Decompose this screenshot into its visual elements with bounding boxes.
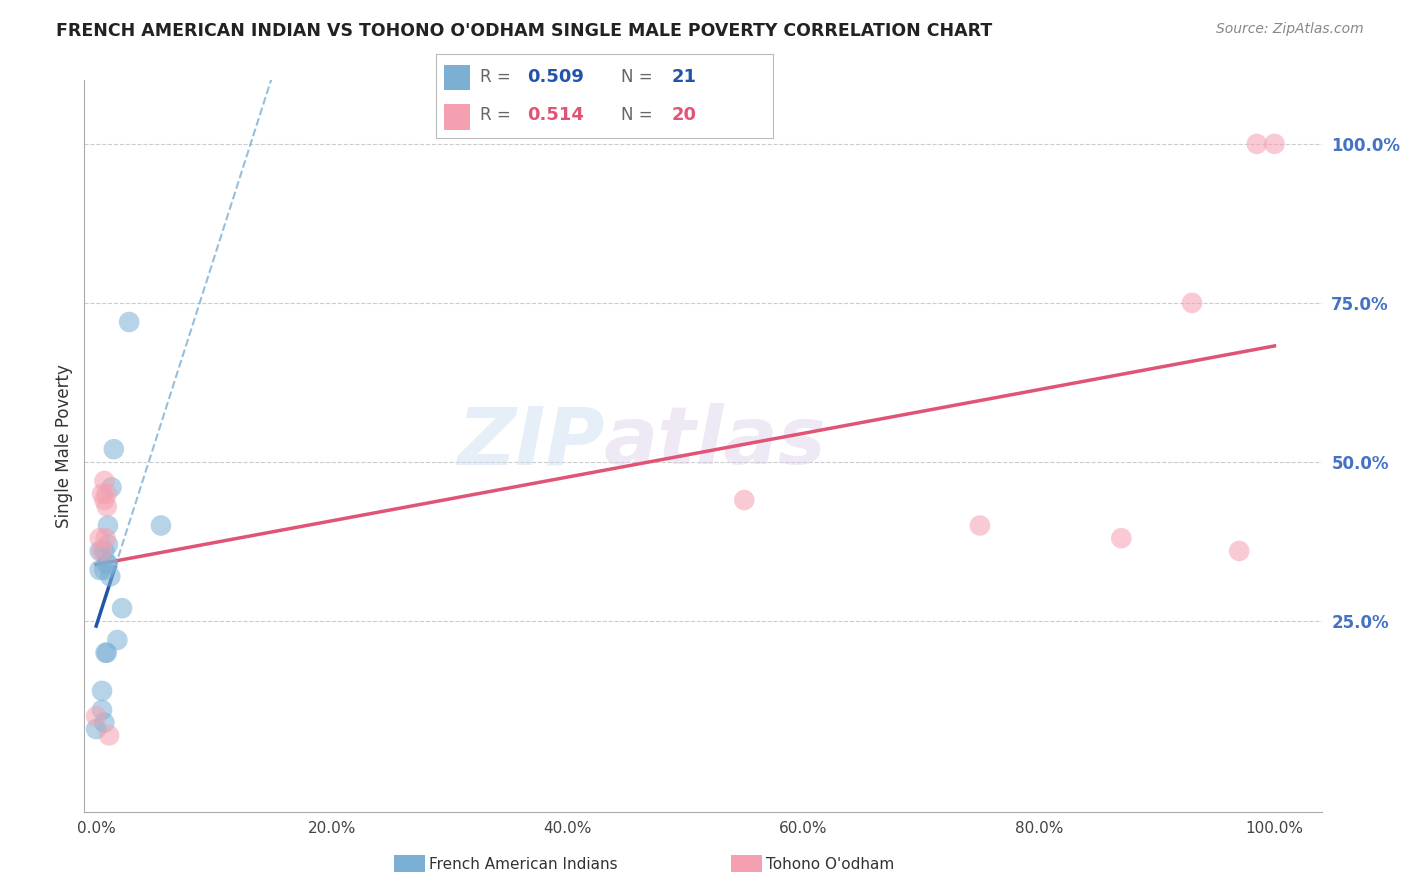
Text: FRENCH AMERICAN INDIAN VS TOHONO O'ODHAM SINGLE MALE POVERTY CORRELATION CHART: FRENCH AMERICAN INDIAN VS TOHONO O'ODHAM… — [56, 22, 993, 40]
Point — [118, 315, 141, 329]
Text: atlas: atlas — [605, 403, 827, 482]
Point — [149, 518, 172, 533]
Point — [96, 646, 118, 660]
Point — [97, 518, 120, 533]
Point — [91, 703, 114, 717]
Point — [1181, 296, 1204, 310]
Point — [91, 544, 114, 558]
Text: Source: ZipAtlas.com: Source: ZipAtlas.com — [1216, 22, 1364, 37]
Point — [94, 531, 117, 545]
Point — [1227, 544, 1250, 558]
Point — [97, 538, 120, 552]
Point — [733, 493, 755, 508]
Point — [98, 728, 121, 742]
Bar — [444, 64, 470, 90]
Text: Tohono O'odham: Tohono O'odham — [766, 857, 894, 871]
Point — [93, 715, 115, 730]
Text: 0.514: 0.514 — [527, 105, 583, 123]
Bar — [444, 104, 470, 130]
Point — [96, 500, 118, 514]
Point — [97, 557, 120, 571]
Point — [93, 493, 115, 508]
Point — [84, 722, 107, 736]
Point — [84, 709, 107, 723]
Point — [98, 569, 121, 583]
Point — [89, 544, 111, 558]
Point — [93, 544, 115, 558]
Y-axis label: Single Male Poverty: Single Male Poverty — [55, 364, 73, 528]
Point — [94, 646, 117, 660]
Text: ZIP: ZIP — [457, 403, 605, 482]
Text: 0.509: 0.509 — [527, 69, 583, 87]
Text: N =: N = — [621, 105, 658, 123]
Text: R =: R = — [479, 105, 516, 123]
Text: French American Indians: French American Indians — [429, 857, 617, 871]
Point — [96, 486, 118, 500]
Point — [1111, 531, 1133, 545]
Point — [96, 557, 118, 571]
Text: N =: N = — [621, 69, 658, 87]
Point — [1246, 136, 1268, 151]
Text: 21: 21 — [672, 69, 697, 87]
Point — [93, 563, 115, 577]
Point — [1263, 136, 1285, 151]
Point — [89, 563, 111, 577]
Point — [111, 601, 134, 615]
Point — [89, 531, 111, 545]
Point — [103, 442, 125, 457]
Point — [100, 480, 122, 494]
Point — [969, 518, 991, 533]
Text: R =: R = — [479, 69, 516, 87]
Point — [93, 474, 115, 488]
Point — [105, 632, 128, 647]
Point — [91, 684, 114, 698]
Text: 20: 20 — [672, 105, 697, 123]
Point — [91, 486, 114, 500]
